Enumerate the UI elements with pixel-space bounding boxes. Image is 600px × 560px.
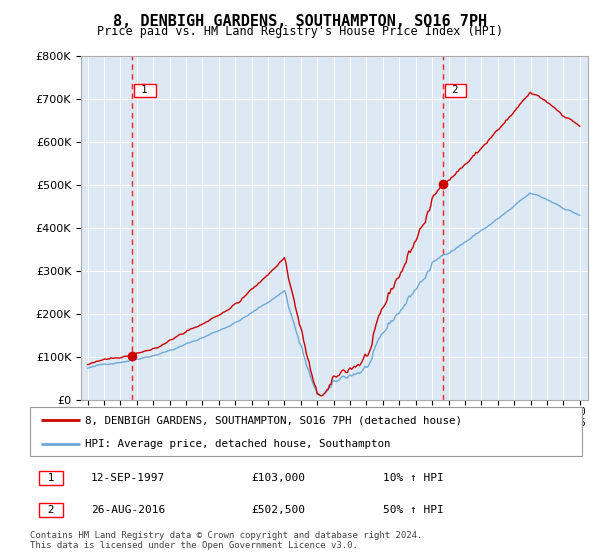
Text: 26-AUG-2016: 26-AUG-2016 [91, 505, 165, 515]
Text: Price paid vs. HM Land Registry's House Price Index (HPI): Price paid vs. HM Land Registry's House … [97, 25, 503, 38]
FancyBboxPatch shape [30, 407, 582, 456]
Text: 1: 1 [136, 86, 154, 95]
Text: 12-SEP-1997: 12-SEP-1997 [91, 473, 165, 483]
Text: 1: 1 [41, 473, 61, 483]
Text: £103,000: £103,000 [251, 473, 305, 483]
Text: Contains HM Land Registry data © Crown copyright and database right 2024.
This d: Contains HM Land Registry data © Crown c… [30, 531, 422, 550]
Text: 50% ↑ HPI: 50% ↑ HPI [383, 505, 444, 515]
Text: 8, DENBIGH GARDENS, SOUTHAMPTON, SO16 7PH: 8, DENBIGH GARDENS, SOUTHAMPTON, SO16 7P… [113, 14, 487, 29]
Text: 8, DENBIGH GARDENS, SOUTHAMPTON, SO16 7PH (detached house): 8, DENBIGH GARDENS, SOUTHAMPTON, SO16 7P… [85, 416, 462, 426]
Text: 10% ↑ HPI: 10% ↑ HPI [383, 473, 444, 483]
Text: HPI: Average price, detached house, Southampton: HPI: Average price, detached house, Sout… [85, 439, 391, 449]
Text: £502,500: £502,500 [251, 505, 305, 515]
Text: 2: 2 [446, 86, 465, 95]
Text: 2: 2 [41, 505, 61, 515]
